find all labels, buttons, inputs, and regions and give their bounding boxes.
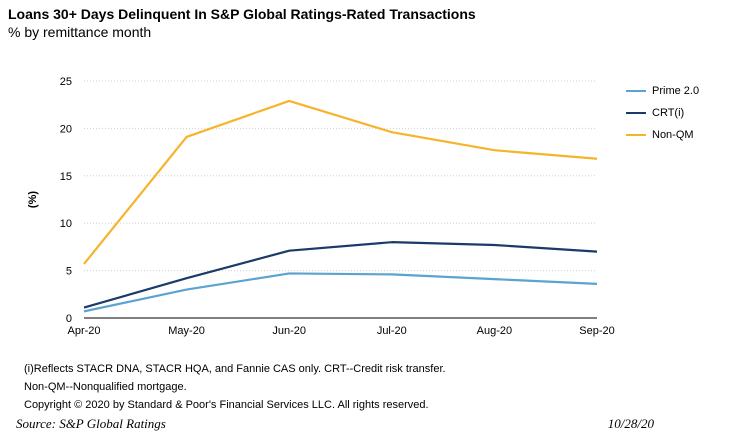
- legend-label: CRT(i): [652, 107, 685, 119]
- footnote-nonqm: Non-QM--Nonqualified mortgage.: [24, 381, 187, 393]
- x-tick-label: Apr-20: [67, 325, 100, 337]
- y-tick-label: 10: [60, 218, 72, 230]
- chart-subtitle: % by remittance month: [8, 24, 152, 40]
- y-tick-label: 0: [66, 313, 72, 325]
- x-tick-label: Jun-20: [272, 325, 306, 337]
- y-tick-label: 15: [60, 171, 72, 183]
- source-text: Source: S&P Global Ratings: [16, 416, 166, 431]
- publish-date: 10/28/20: [607, 416, 654, 431]
- legend-swatch: [626, 112, 646, 114]
- legend-swatch: [626, 134, 646, 136]
- legend-item: CRT(i): [626, 102, 699, 124]
- x-tick-label: May-20: [168, 325, 205, 337]
- footnotes: (i)Reflects STACR DNA, STACR HQA, and Fa…: [24, 360, 446, 414]
- x-tick-label: Sep-20: [579, 325, 614, 337]
- series-line-prime-2-0: [83, 272, 598, 313]
- chart-title: Loans 30+ Days Delinquent In S&P Global …: [8, 6, 476, 22]
- legend-item: Non-QM: [626, 124, 699, 146]
- x-tick-label: Aug-20: [477, 325, 512, 337]
- legend-swatch: [626, 90, 646, 92]
- copyright-text: Copyright © 2020 by Standard & Poor's Fi…: [24, 399, 429, 411]
- y-tick-label: 25: [60, 76, 72, 88]
- y-axis-label: (%): [27, 191, 39, 208]
- legend-item: Prime 2.0: [626, 80, 699, 102]
- series-line-crt-i: [83, 241, 598, 309]
- line-chart: 0 5 10 15 20 25 Apr-20 May-20 Jun-20 Jul-20 Aug-20…: [27, 76, 615, 337]
- legend-label: Prime 2.0: [652, 85, 700, 97]
- legend-label: Non-QM: [652, 129, 694, 141]
- series-line-non-qm: [83, 99, 598, 265]
- y-tick-label: 20: [60, 123, 72, 135]
- y-tick-label: 5: [66, 266, 72, 278]
- footnote-crt: (i)Reflects STACR DNA, STACR HQA, and Fa…: [24, 363, 446, 375]
- chart-legend: Prime 2.0 CRT(i) Non-QM: [626, 80, 699, 146]
- x-tick-label: Jul-20: [377, 325, 407, 337]
